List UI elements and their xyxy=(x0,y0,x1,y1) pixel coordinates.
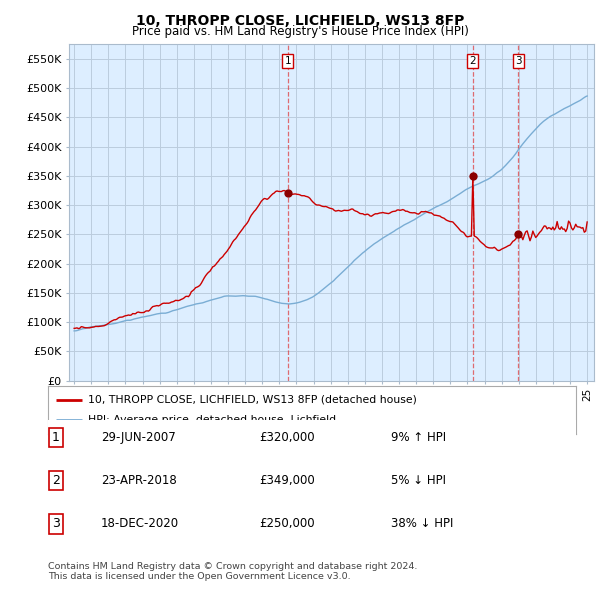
Text: 2: 2 xyxy=(52,474,60,487)
Text: Contains HM Land Registry data © Crown copyright and database right 2024.
This d: Contains HM Land Registry data © Crown c… xyxy=(48,562,418,581)
Text: 5% ↓ HPI: 5% ↓ HPI xyxy=(391,474,446,487)
Text: 9% ↑ HPI: 9% ↑ HPI xyxy=(391,431,446,444)
Text: 1: 1 xyxy=(284,56,291,66)
Text: £320,000: £320,000 xyxy=(259,431,315,444)
Text: 29-JUN-2007: 29-JUN-2007 xyxy=(101,431,176,444)
Text: 3: 3 xyxy=(52,517,60,530)
Text: 10, THROPP CLOSE, LICHFIELD, WS13 8FP (detached house): 10, THROPP CLOSE, LICHFIELD, WS13 8FP (d… xyxy=(88,395,416,405)
Text: 18-DEC-2020: 18-DEC-2020 xyxy=(101,517,179,530)
Text: £349,000: £349,000 xyxy=(259,474,315,487)
Text: £250,000: £250,000 xyxy=(259,517,315,530)
Text: 2: 2 xyxy=(469,56,476,66)
Text: 23-APR-2018: 23-APR-2018 xyxy=(101,474,176,487)
Text: 3: 3 xyxy=(515,56,521,66)
Text: Price paid vs. HM Land Registry's House Price Index (HPI): Price paid vs. HM Land Registry's House … xyxy=(131,25,469,38)
Text: 1: 1 xyxy=(52,431,60,444)
Text: HPI: Average price, detached house, Lichfield: HPI: Average price, detached house, Lich… xyxy=(88,415,336,425)
Text: 10, THROPP CLOSE, LICHFIELD, WS13 8FP: 10, THROPP CLOSE, LICHFIELD, WS13 8FP xyxy=(136,14,464,28)
Text: 38% ↓ HPI: 38% ↓ HPI xyxy=(391,517,454,530)
